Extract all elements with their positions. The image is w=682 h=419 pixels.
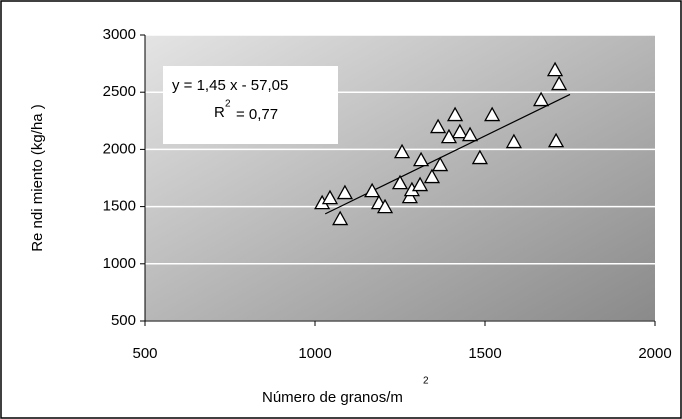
point: [364, 182, 381, 198]
point: [484, 106, 501, 122]
y-tick-label: 500: [111, 312, 136, 329]
point: [546, 61, 564, 77]
y-axis-label: Re ndi miento (kg/ha ): [29, 104, 46, 252]
point: [332, 210, 349, 226]
point: [336, 184, 354, 200]
point: [547, 132, 565, 148]
r2-rest: = 0,77: [236, 106, 278, 123]
y-tick-label: 3000: [103, 26, 136, 43]
x-tick-label: 500: [132, 345, 157, 362]
point: [432, 156, 449, 172]
annotation: y = 1,45 x - 57,05 R 2 = 0,77: [163, 66, 338, 144]
point: [376, 198, 394, 214]
point: [391, 174, 409, 190]
point: [551, 75, 568, 91]
y-tick-label: 1500: [103, 198, 136, 215]
x-axis-label-sup: 2: [423, 376, 429, 387]
equation: y = 1,45 x - 57,05: [172, 77, 288, 94]
y-tick-label: 2500: [103, 83, 136, 100]
x-tick-label: 1500: [468, 345, 501, 362]
annotation-box: [163, 66, 338, 144]
point: [411, 176, 429, 192]
point: [429, 118, 447, 134]
x-tick-label: 2000: [638, 345, 671, 362]
x-axis-label: Número de granos/m: [262, 389, 403, 406]
point: [451, 123, 468, 139]
point: [321, 189, 339, 205]
point: [412, 151, 430, 167]
r2-base: R: [214, 104, 225, 121]
y-tick-label: 2000: [103, 140, 136, 157]
r2-sup: 2: [225, 99, 231, 110]
x-tick-label: 1000: [298, 345, 331, 362]
point: [471, 149, 489, 165]
point: [423, 168, 441, 184]
point: [440, 128, 458, 144]
point: [401, 188, 418, 204]
point: [532, 91, 550, 107]
point: [505, 133, 523, 149]
point: [393, 143, 411, 159]
point: [461, 126, 479, 142]
point: [446, 106, 464, 122]
y-tick-label: 1000: [103, 255, 136, 272]
